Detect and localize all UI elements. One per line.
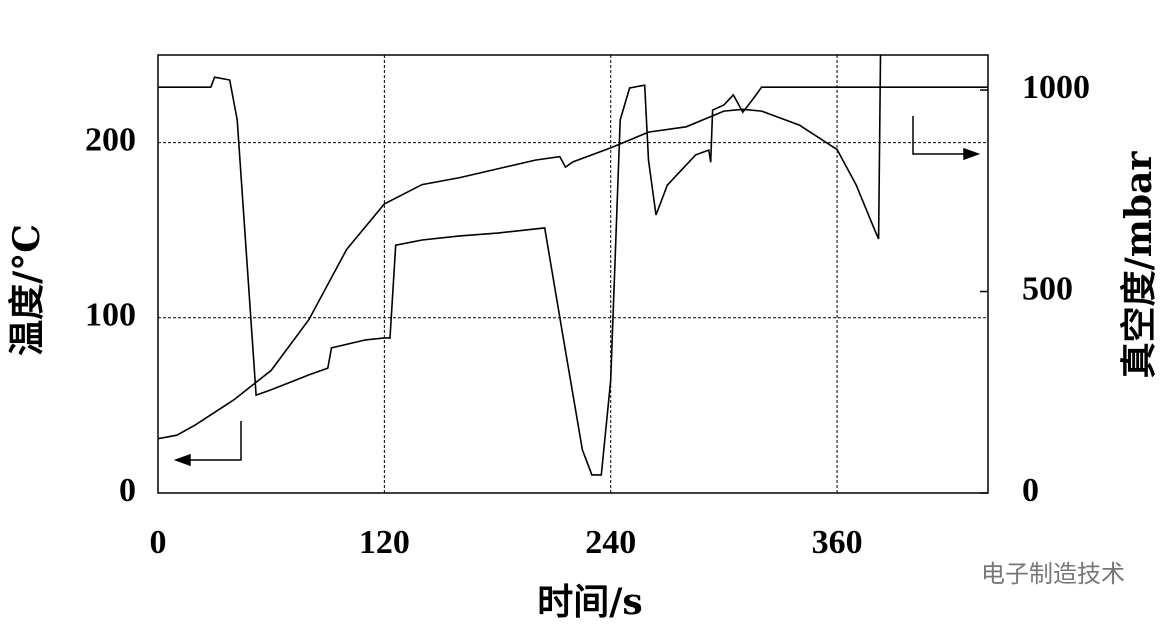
y2-tick-label: 500 [1022,270,1073,307]
y2-axis-label: 真空度/mbar [1118,151,1160,379]
y-axis-label: 温度/°C [6,224,48,356]
x-tick-label: 240 [585,524,636,561]
y2-tick-label: 1000 [1022,69,1090,106]
y-tick-label: 200 [85,121,136,158]
y2-tick-label: 0 [1022,472,1039,509]
y-tick-label: 100 [85,297,136,334]
plot-frame [157,54,989,494]
series-line [158,76,988,476]
y-tick-label: 0 [119,472,136,509]
x-tick-label: 0 [150,524,167,561]
x-tick-label: 360 [812,524,863,561]
series-line [157,54,882,440]
x-tick-label: 120 [359,524,410,561]
arrows [173,116,981,467]
watermark: 电子制造技术 [981,560,1125,588]
x-axis-label: 时间/s [537,581,642,623]
